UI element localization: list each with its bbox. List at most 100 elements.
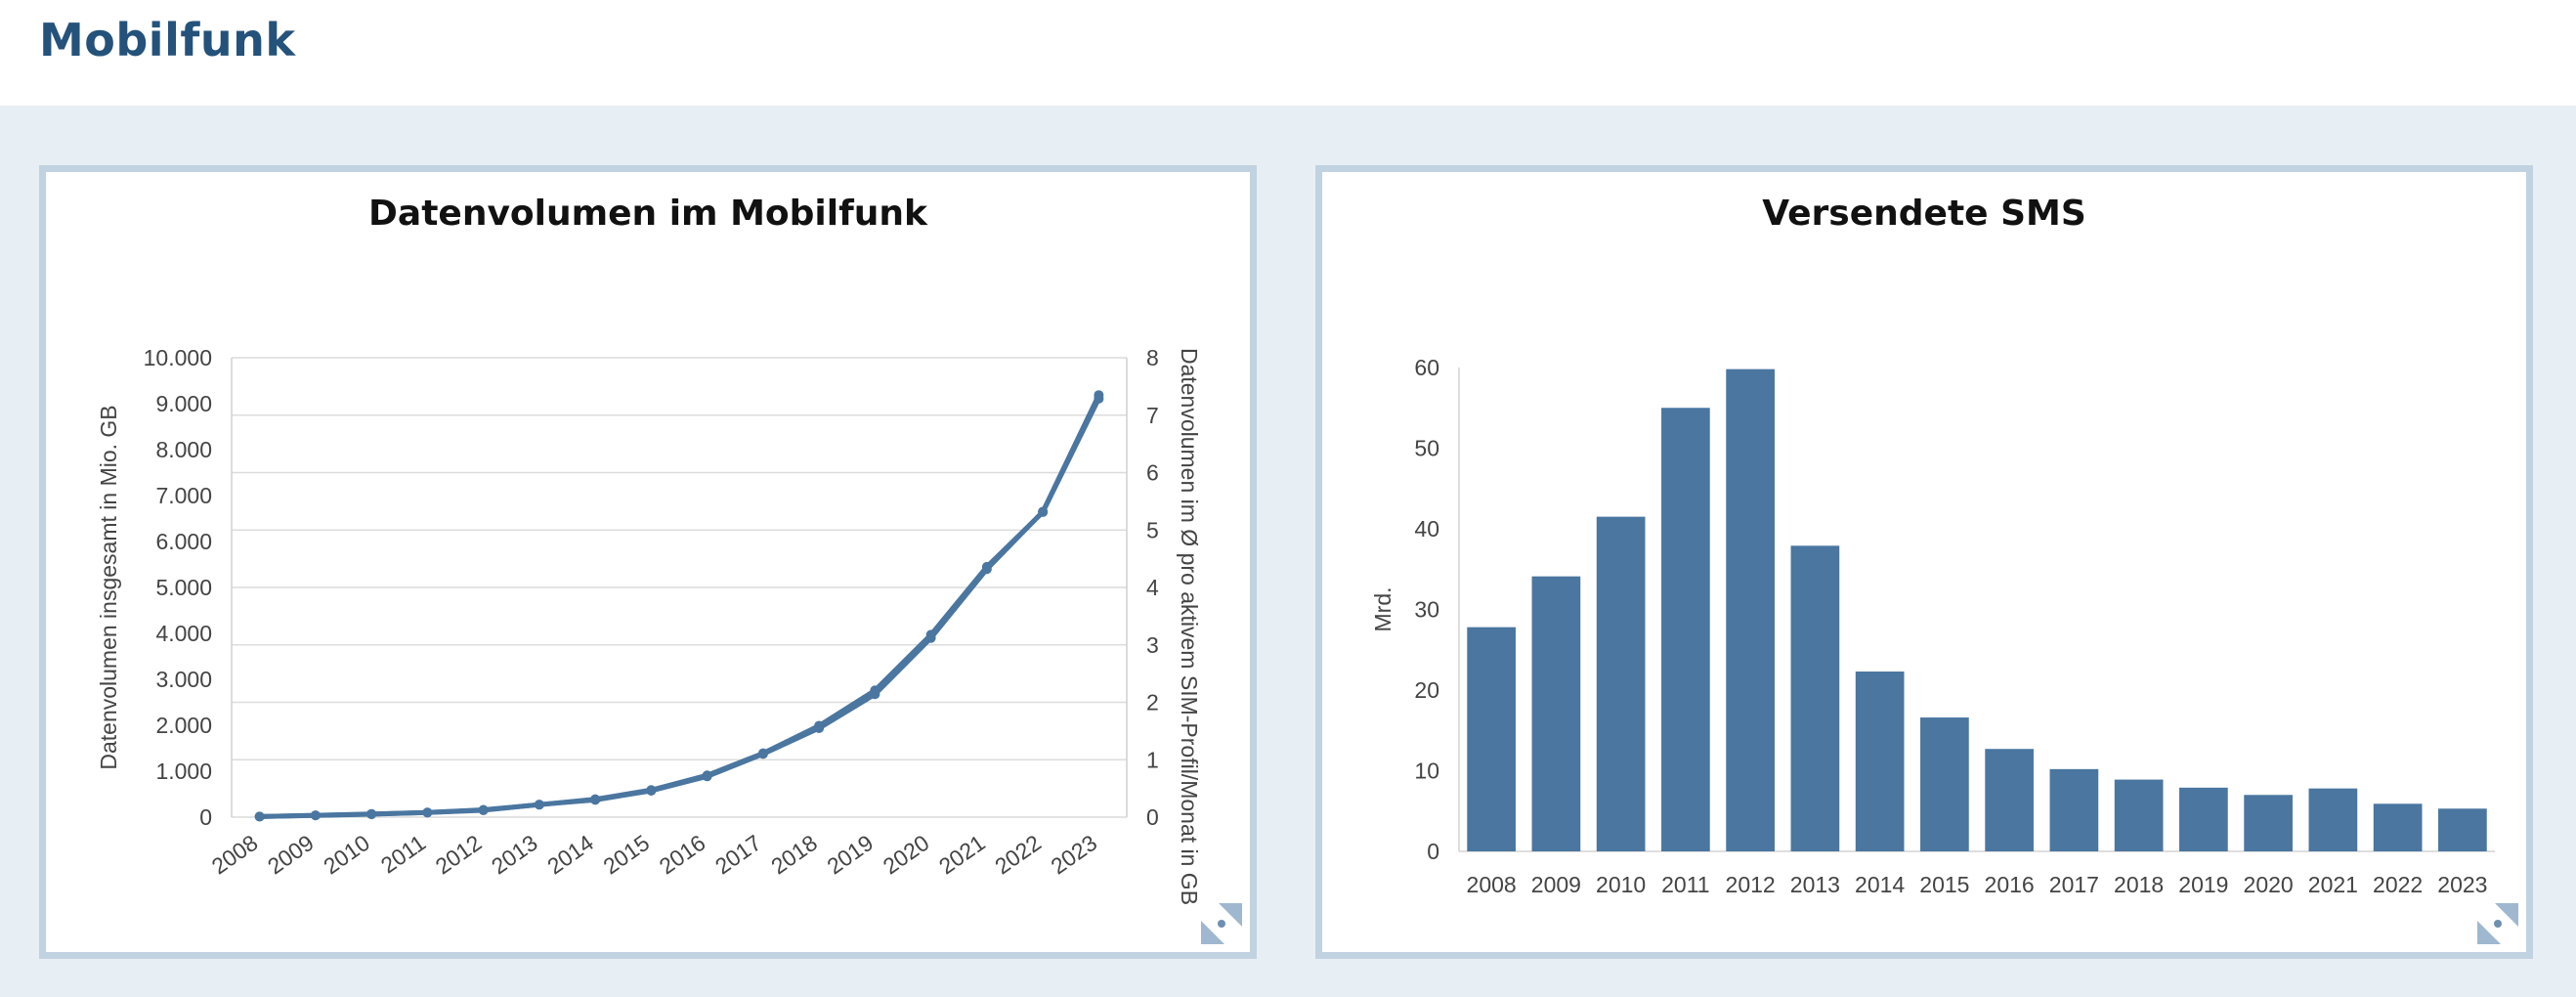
y-tick-label: 7.000 (155, 483, 212, 508)
x-tick-label: 2021 (934, 830, 990, 880)
data-point (422, 807, 433, 818)
x-tick-label: 2013 (487, 830, 542, 880)
x-tick-label: 2021 (2308, 872, 2358, 897)
bar (1726, 368, 1775, 851)
x-tick-label: 2010 (319, 830, 374, 880)
y-tick-label: 60 (1414, 355, 1439, 380)
y-tick-label: 1.000 (155, 759, 212, 784)
x-tick-label: 2023 (2437, 872, 2487, 897)
x-tick-label: 2023 (1046, 830, 1101, 880)
bar (1596, 516, 1646, 851)
y-tick-label: 3.000 (155, 667, 212, 692)
y-tick-label: 2.000 (155, 713, 212, 738)
x-tick-label: 2014 (542, 830, 598, 880)
data-point (1038, 506, 1049, 517)
x-tick-label: 2015 (598, 830, 654, 880)
x-tick-label: 2018 (766, 830, 822, 880)
bar (2244, 795, 2293, 851)
x-tick-label: 2019 (2178, 872, 2228, 897)
data-point (254, 811, 265, 822)
x-tick-label: 2019 (822, 830, 878, 880)
x-tick-label: 2020 (2244, 872, 2294, 897)
y-tick-label: 40 (1414, 516, 1439, 542)
x-tick-label: 2010 (1596, 872, 1646, 897)
data-point (925, 632, 936, 643)
y-tick-label: 4.000 (155, 621, 212, 646)
data-point (590, 795, 601, 805)
y-axis-title: Mrd. (1370, 587, 1395, 632)
bar (1790, 545, 1840, 851)
y2-tick-label: 5 (1146, 517, 1159, 542)
bar (1855, 672, 1905, 851)
series-line-1 (259, 397, 1101, 819)
x-tick-label: 2011 (1661, 872, 1709, 897)
y2-tick-label: 8 (1146, 345, 1159, 370)
data-point (814, 722, 825, 733)
y2-tick-label: 6 (1146, 460, 1159, 486)
y-tick-label: 30 (1414, 597, 1439, 623)
chart-panel-data-volume: Datenvolumen im Mobilfunk 0 1.000 2.000 3.0… (39, 165, 1257, 959)
y-tick-label: 0 (1427, 839, 1439, 864)
bar (2438, 808, 2487, 851)
data-point (1094, 390, 1104, 401)
x-tick-label: 2020 (879, 830, 934, 880)
chart-title: Datenvolumen im Mobilfunk (368, 194, 927, 234)
bar (1467, 627, 1516, 851)
x-tick-label: 2014 (1855, 872, 1905, 897)
y2-tick-label: 4 (1146, 575, 1159, 600)
page-header: Mobilfunk (0, 0, 2576, 106)
x-tick-label: 2016 (655, 830, 710, 880)
x-tick-label: 2015 (1919, 872, 1969, 897)
data-point (757, 749, 768, 759)
y-tick-label: 50 (1414, 436, 1439, 461)
bar (2114, 779, 2164, 851)
y2-tick-label: 3 (1146, 632, 1159, 658)
y-tick-label: 9.000 (155, 391, 212, 416)
data-point (870, 689, 880, 700)
y2-tick-label: 7 (1146, 403, 1159, 428)
page-title: Mobilfunk (39, 14, 296, 66)
expand-icon[interactable] (1201, 903, 1242, 944)
bar-chart-sms: 0 10 20 30 40 50 60 2008 2009 2010 2011 2012 2013 201… (1370, 355, 2495, 897)
bar (2373, 803, 2423, 851)
y-tick-label: 6.000 (155, 529, 212, 554)
bar (2308, 788, 2358, 851)
chart-panel-sms: Versendete SMS 0 10 20 30 40 50 60 2008 2009 2010… (1315, 165, 2533, 959)
data-point (366, 809, 377, 820)
bar (2049, 768, 2099, 851)
y2-tick-label: 2 (1146, 690, 1159, 715)
x-tick-label: 2009 (263, 830, 319, 880)
y-tick-label: 10 (1414, 759, 1439, 784)
bar (2179, 787, 2228, 851)
y2-tick-label: 0 (1146, 804, 1159, 830)
series-line-2 (259, 394, 1101, 819)
y2-tick-label: 1 (1146, 747, 1159, 772)
y-tick-label: 5.000 (155, 575, 212, 600)
x-tick-label: 2017 (710, 830, 766, 880)
data-point (310, 810, 321, 821)
line-chart-data-volume: 0 1.000 2.000 3.000 4.000 5.000 6.000 7.000 8.00… (96, 345, 1202, 905)
x-tick-label: 2022 (990, 830, 1046, 880)
x-tick-label: 2017 (2049, 872, 2099, 897)
data-point (478, 804, 489, 815)
x-tick-label: 2008 (207, 830, 263, 880)
y-tick-label: 0 (199, 804, 212, 830)
x-tick-label: 2008 (1467, 872, 1517, 897)
bar (1531, 576, 1581, 851)
bar (1661, 408, 1710, 851)
data-point (981, 564, 992, 575)
x-tick-label: 2009 (1531, 872, 1581, 897)
bar (1920, 717, 1969, 851)
data-point (534, 800, 544, 810)
y-tick-label: 8.000 (155, 437, 212, 462)
y-axis-title: Datenvolumen insgesamt in Mio. GB (96, 405, 121, 769)
x-tick-label: 2016 (1985, 872, 2035, 897)
data-point (646, 785, 657, 796)
y2-axis-title: Datenvolumen im Ø pro aktivem SIM-Profil… (1177, 348, 1202, 905)
x-tick-label: 2012 (1726, 872, 1776, 897)
data-point (702, 771, 712, 782)
chart-title: Versendete SMS (1762, 194, 2086, 234)
x-tick-label: 2012 (431, 830, 487, 880)
x-tick-label: 2022 (2373, 872, 2423, 897)
expand-icon[interactable] (2477, 903, 2518, 944)
